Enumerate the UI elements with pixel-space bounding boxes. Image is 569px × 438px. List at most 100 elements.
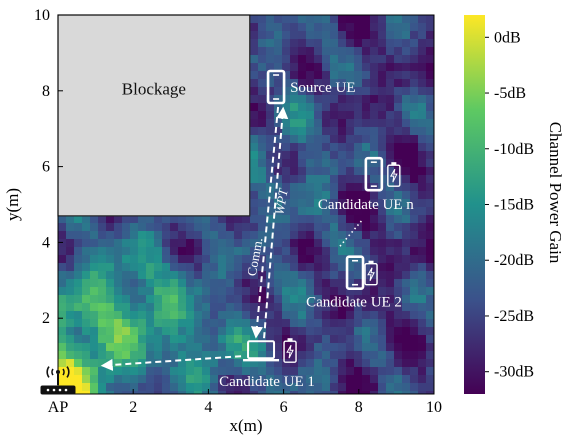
heatmap-cell [426,215,434,224]
heatmap-cell [178,319,187,328]
heatmap-cell [426,255,434,264]
heatmap-cell [402,111,411,120]
heatmap-cell [226,271,235,280]
heatmap-cell [82,351,91,360]
heatmap-cell [338,63,347,72]
heatmap-cell [362,367,371,376]
heatmap-cell [378,31,387,40]
heatmap-cell [338,87,347,96]
heatmap-cell [170,271,179,280]
heatmap-cell [418,151,427,160]
heatmap-cell [242,359,251,368]
heatmap-cell [274,223,283,232]
heatmap-cell [226,279,235,288]
heatmap-cell [114,271,123,280]
heatmap-cell [418,15,427,24]
heatmap-cell [322,383,331,392]
heatmap-cell [74,287,83,296]
heatmap-cell [346,255,355,264]
heatmap-cell [370,375,379,384]
heatmap-cell [170,215,179,224]
heatmap-cell [290,87,299,96]
heatmap-cell [258,135,267,144]
heatmap-cell [386,263,395,272]
heatmap-cell [210,391,219,394]
heatmap-cell [258,175,267,184]
heatmap-cell [418,39,427,48]
heatmap-cell [82,335,91,344]
heatmap-cell [258,215,267,224]
heatmap-cell [82,367,91,376]
heatmap-cell [266,279,275,288]
heatmap-cell [82,295,91,304]
heatmap-cell [426,263,434,272]
heatmap-cell [354,87,363,96]
heatmap-cell [298,87,307,96]
heatmap-cell [66,279,75,288]
heatmap-cell [82,255,91,264]
heatmap-cell [354,183,363,192]
heatmap-cell [266,367,275,376]
heatmap-cell [258,55,267,64]
heatmap-cell [306,23,315,32]
heatmap-cell [418,71,427,80]
heatmap-cell [306,167,315,176]
heatmap-cell [282,23,291,32]
heatmap-cell [346,263,355,272]
heatmap-cell [266,79,275,88]
heatmap-cell [330,103,339,112]
heatmap-cell [426,87,434,96]
heatmap-cell [298,119,307,128]
heatmap-cell [418,223,427,232]
heatmap-cell [426,191,434,200]
heatmap-cell [146,375,155,384]
heatmap-cell [394,223,403,232]
heatmap-cell [362,263,371,272]
heatmap-cell [410,375,419,384]
heatmap-cell [402,55,411,64]
heatmap-cell [314,207,323,216]
heatmap-cell [322,207,331,216]
heatmap-cell [306,319,315,328]
heatmap-cell [378,319,387,328]
heatmap-cell [346,159,355,168]
heatmap-cell [162,335,171,344]
heatmap-cell [426,231,434,240]
heatmap-cell [226,383,235,392]
heatmap-cell [330,215,339,224]
heatmap-cell [282,71,291,80]
heatmap-cell [330,175,339,184]
heatmap-cell [370,343,379,352]
heatmap-cell [426,351,434,360]
heatmap-cell [338,359,347,368]
heatmap-cell [178,287,187,296]
heatmap-cell [130,287,139,296]
heatmap-cell [250,247,259,256]
heatmap-cell [338,175,347,184]
heatmap-cell [394,31,403,40]
heatmap-cell [106,231,115,240]
heatmap-cell [274,231,283,240]
heatmap-cell [394,143,403,152]
heatmap-cell [386,271,395,280]
heatmap-cell [242,247,251,256]
heatmap-cell [98,327,107,336]
heatmap-cell [210,367,219,376]
heatmap-cell [258,247,267,256]
heatmap-cell [258,351,267,360]
heatmap-cell [90,359,99,368]
heatmap-cell [122,343,131,352]
heatmap-cell [386,87,395,96]
heatmap-cell [426,287,434,296]
heatmap-cell [74,303,83,312]
heatmap-cell [282,367,291,376]
heatmap-cell [266,103,275,112]
heatmap-cell [234,279,243,288]
heatmap-cell [402,183,411,192]
heatmap-cell [186,343,195,352]
heatmap-cell [338,39,347,48]
heatmap-cell [266,143,275,152]
heatmap-cell [338,79,347,88]
heatmap-cell [282,287,291,296]
